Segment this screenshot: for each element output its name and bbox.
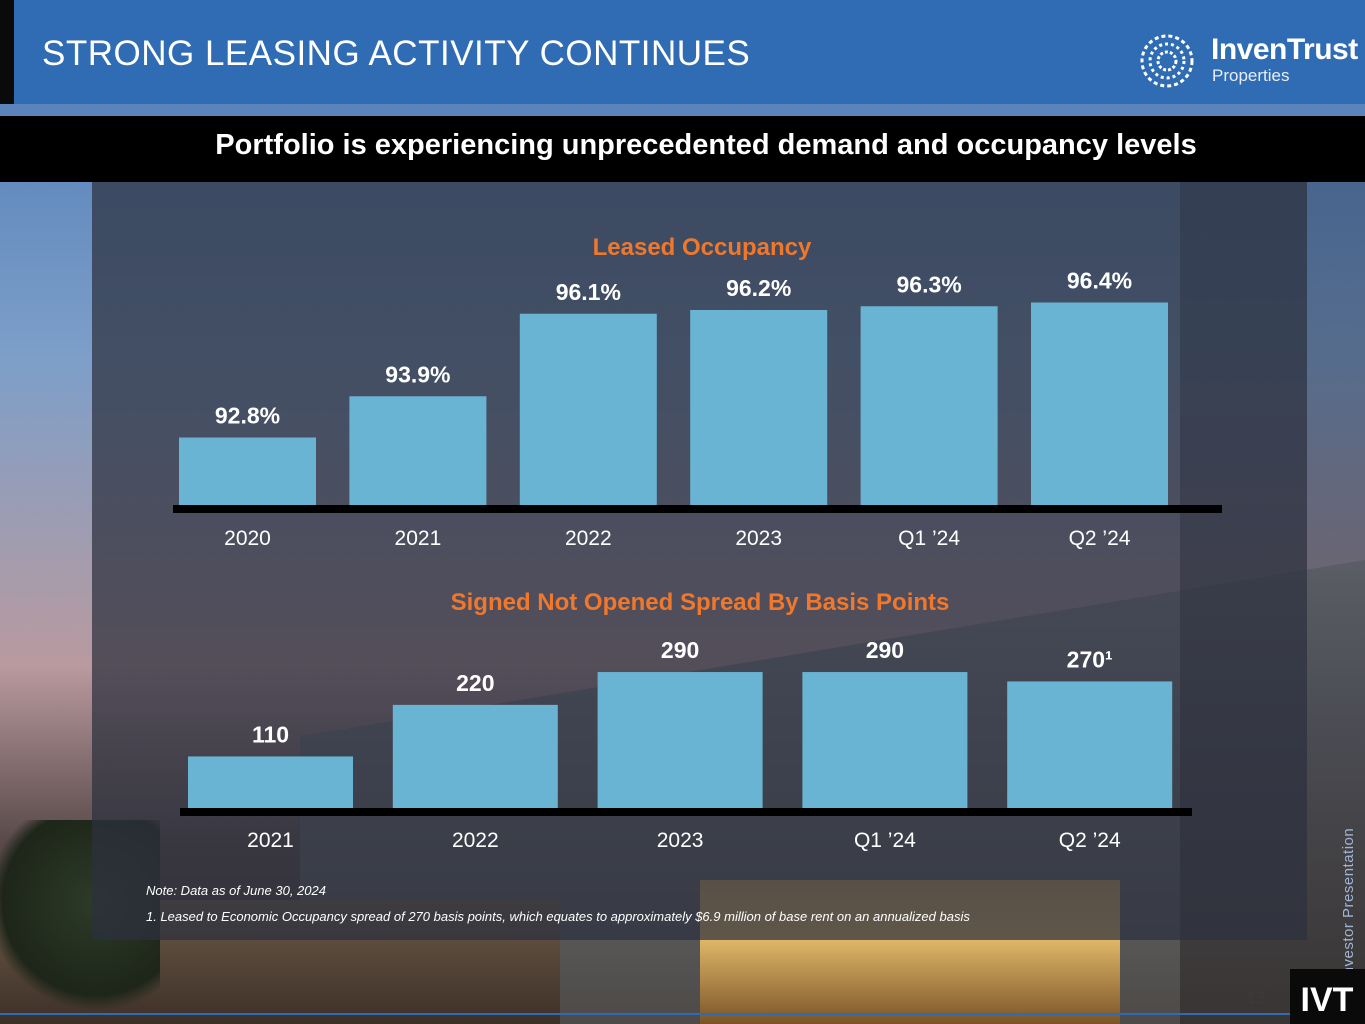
- logo-subtitle: Properties: [1212, 66, 1290, 85]
- corner-logo-text: IVT: [1301, 981, 1354, 1019]
- data-label: 96.1%: [556, 279, 621, 305]
- data-label: 290: [866, 637, 904, 663]
- header-bar: [0, 0, 1365, 104]
- category-label: Q2 ’24: [1069, 527, 1131, 550]
- bar-2023: [597, 672, 763, 808]
- bar-2021: [188, 756, 353, 808]
- footnote: 1. Leased to Economic Occupancy spread o…: [146, 909, 970, 924]
- category-label: Q2 ’24: [1059, 829, 1121, 852]
- category-label: 2023: [657, 829, 704, 852]
- data-label: 96.4%: [1067, 268, 1132, 294]
- data-label: 220: [456, 670, 494, 696]
- bar-2021: [349, 396, 487, 505]
- bar-2023: [690, 310, 828, 505]
- subtitle-text: Portfolio is experiencing unprecedented …: [215, 129, 1197, 161]
- category-label: Q1 ’24: [898, 527, 960, 550]
- data-date-note: Note: Data as of June 30, 2024: [146, 883, 326, 898]
- chart-title-signed-not-opened: Signed Not Opened Spread By Basis Points: [450, 589, 950, 616]
- bar-q1-24: [860, 306, 998, 505]
- subtitle-band: [0, 116, 1365, 182]
- ivt-logo-icon: IVT: [1290, 969, 1365, 1024]
- bottom-rule: [0, 1013, 1290, 1015]
- data-label: 92.8%: [215, 403, 280, 429]
- bar-q1-24: [802, 672, 968, 808]
- data-label: 270¹: [1067, 646, 1113, 672]
- category-label: 2022: [452, 829, 499, 852]
- header-accent-tab: [0, 0, 14, 104]
- bar-q2-24: [1031, 302, 1168, 505]
- category-label: 2022: [565, 527, 612, 550]
- data-label: 96.2%: [726, 275, 791, 301]
- data-label: 96.3%: [896, 271, 961, 297]
- bar-2022: [519, 313, 657, 505]
- data-label: 290: [661, 637, 699, 663]
- data-label: 110: [252, 721, 289, 747]
- category-label: 2021: [395, 527, 442, 550]
- slide-title: STRONG LEASING ACTIVITY CONTINUES: [42, 34, 751, 73]
- chart-title-leased-occupancy: Leased Occupancy: [592, 234, 812, 261]
- category-label: 2023: [735, 527, 782, 550]
- category-label: 2020: [224, 527, 271, 550]
- category-label: 2021: [247, 829, 294, 852]
- bar-q2-24: [1007, 681, 1173, 808]
- category-label: Q1 ’24: [854, 829, 916, 852]
- bar-2020: [179, 437, 316, 505]
- bar-2022: [392, 704, 558, 808]
- data-label: 93.9%: [385, 361, 450, 387]
- side-label: Investor Presentation: [1340, 827, 1357, 980]
- logo-wordmark: InvenTrust: [1211, 33, 1358, 66]
- page-number: 13: [1246, 988, 1267, 1008]
- globe-logo-icon: [1140, 34, 1194, 88]
